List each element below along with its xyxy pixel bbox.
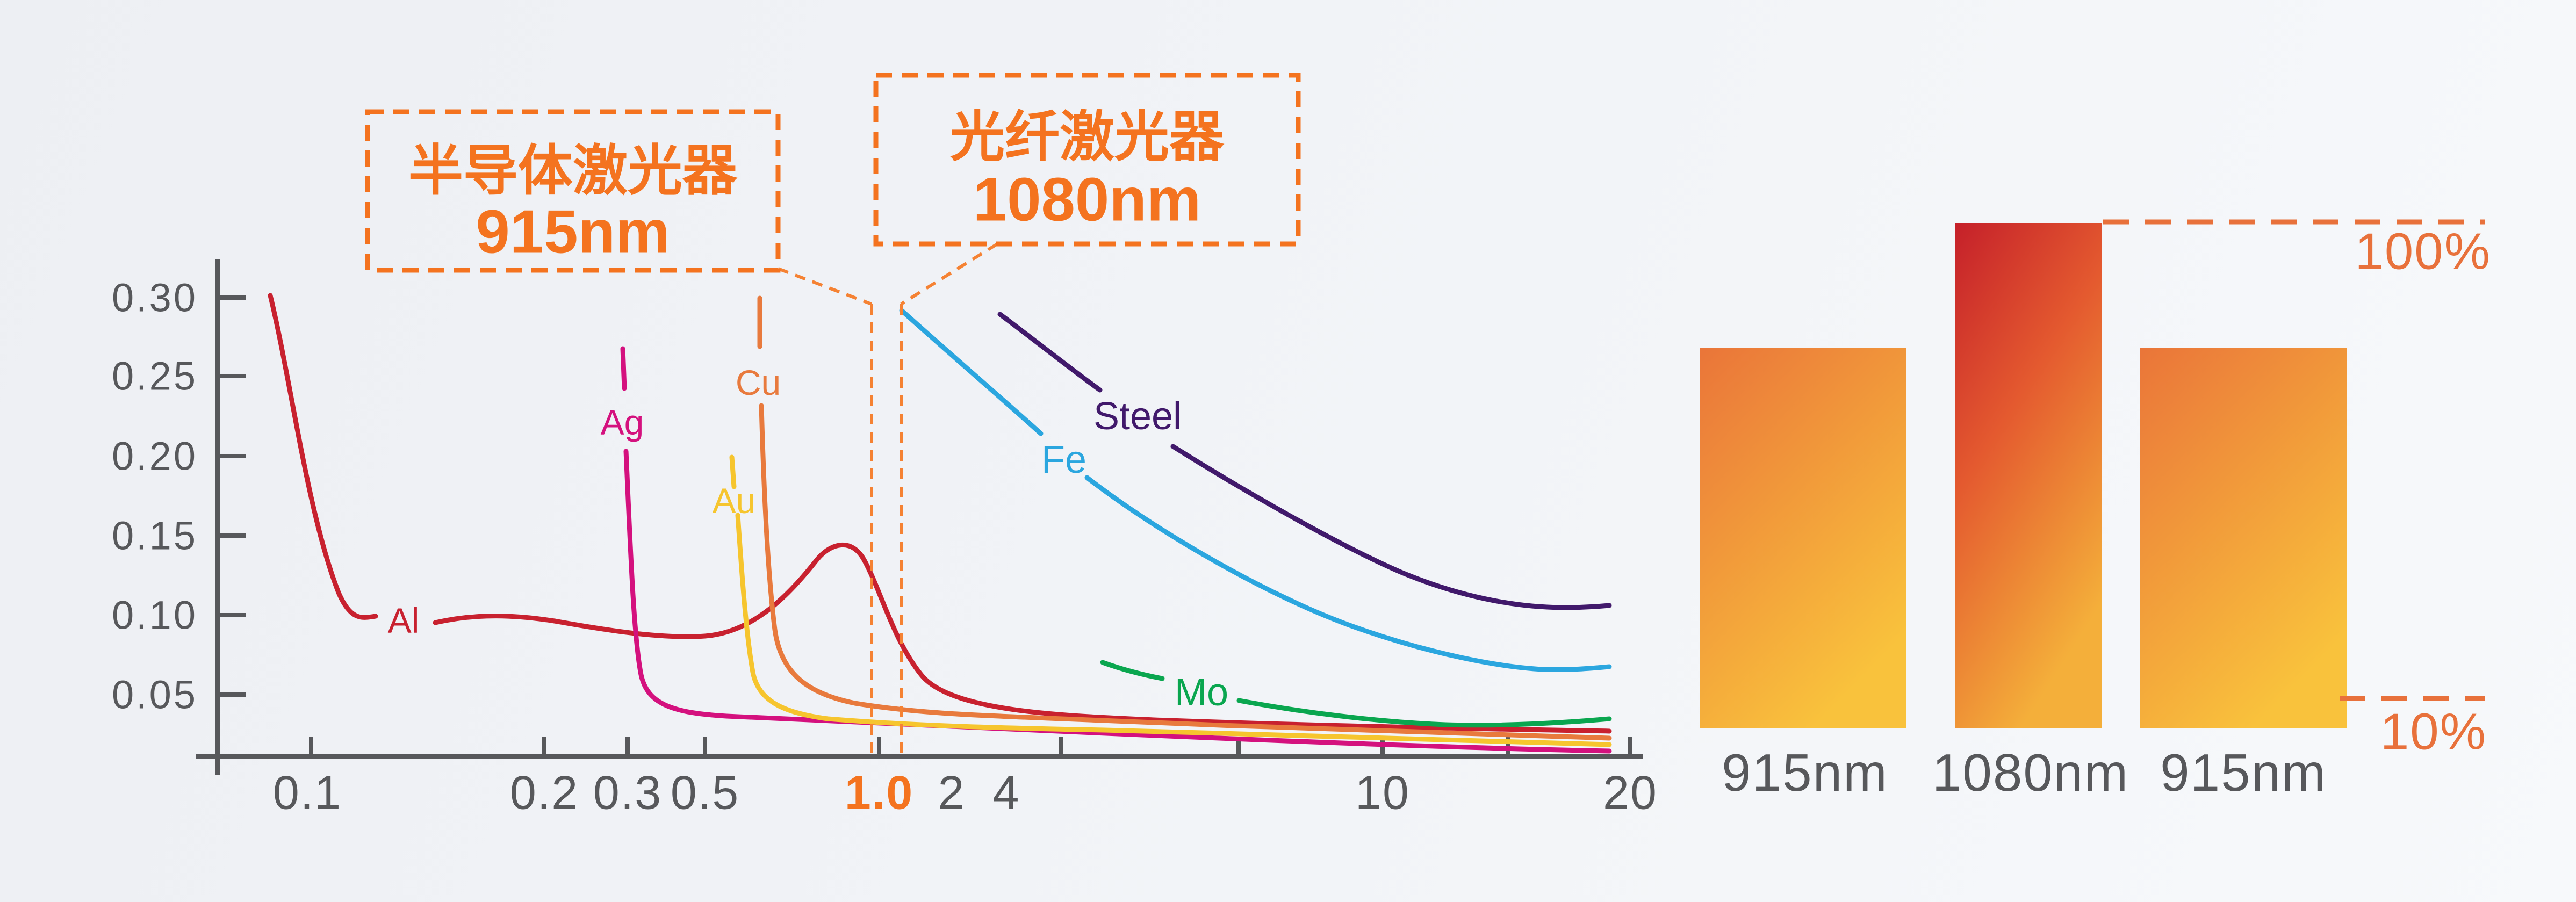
steel-curve [997, 312, 1612, 610]
cu-curve-label: Cu [736, 363, 781, 402]
semiconductor-callout-title: 半导体激光器 [408, 140, 738, 201]
x-tick-label: 0.1 [273, 766, 342, 819]
y-tick-label: 0.30 [112, 276, 198, 320]
y-tick-label: 0.15 [112, 514, 198, 558]
fiber-callout-box [873, 73, 1301, 247]
semiconductor-callout-leader [777, 267, 873, 306]
al-curve [268, 293, 1612, 734]
bar-label-915nm-left: 915nm [1722, 743, 1888, 802]
x-tick-label: 2 [938, 766, 966, 819]
fiber-callout-title: 光纤激光器 [950, 106, 1225, 168]
x-tick-label: 0.5 [671, 766, 739, 819]
bar-1080nm [1955, 223, 2102, 728]
x-axis-ticks [309, 737, 1632, 755]
bar-915nm-left [1700, 348, 1906, 728]
bar-reference-lines [2103, 219, 2485, 701]
bar-category-labels: 915nm 1080nm 915nm [1722, 743, 2327, 802]
al-curve-label: Al [388, 601, 420, 640]
cu-curve [757, 295, 1612, 741]
x-tick-label: 0.3 [593, 766, 662, 819]
semiconductor-callout-wavelength: 915nm [476, 198, 670, 266]
max-percent-label: 100% [2355, 223, 2491, 280]
au-curve-label: Au [713, 481, 756, 521]
absorption-line-chart: 0.30 0.25 0.20 0.15 0.10 0.05 0.1 0.2 0.… [112, 73, 1658, 819]
y-tick-label: 0.20 [112, 434, 198, 479]
bar-label-1080nm: 1080nm [1932, 743, 2129, 802]
x-tick-label: 20 [1603, 766, 1658, 819]
y-tick-label: 0.05 [112, 673, 198, 717]
y-tick-label: 0.25 [112, 354, 198, 399]
min-percent-label: 10% [2380, 703, 2487, 761]
mo-curve-label: Mo [1175, 671, 1228, 714]
wavelength-guides [777, 242, 998, 756]
curve-labels: Al Ag Au Cu Fe Steel Mo [388, 363, 1228, 714]
metal-absorption-curves [268, 293, 1612, 754]
bar-915nm-right [2140, 348, 2347, 728]
x-tick-label: 4 [993, 766, 1020, 819]
steel-curve-label: Steel [1093, 395, 1182, 438]
absorption-bar-chart: 100% 10% 915nm 1080nm 915nm [1700, 219, 2491, 802]
x-axis-labels: 0.1 0.2 0.3 0.5 1.0 2 4 10 20 [273, 766, 1658, 819]
ag-curve-label: Ag [601, 402, 644, 442]
mo-curve [1100, 660, 1612, 728]
callout-fiber-laser: 光纤激光器 1080nm [873, 73, 1301, 247]
y-tick-label: 0.10 [112, 593, 198, 638]
au-curve [729, 454, 1612, 747]
x-tick-label-highlighted: 1.0 [845, 766, 913, 819]
bar-label-915nm-right: 915nm [2160, 743, 2327, 802]
fiber-callout-leader [900, 242, 998, 306]
fe-curve [899, 308, 1612, 673]
fiber-callout-wavelength: 1080nm [973, 166, 1201, 234]
fe-curve-label: Fe [1041, 438, 1086, 481]
y-axis-labels: 0.30 0.25 0.20 0.15 0.10 0.05 [112, 276, 198, 717]
x-tick-label: 10 [1355, 766, 1410, 819]
callout-semiconductor-laser: 半导体激光器 915nm [365, 109, 781, 273]
y-axis-ticks [219, 295, 246, 697]
x-tick-label: 0.2 [510, 766, 579, 819]
semiconductor-callout-box [365, 109, 781, 273]
